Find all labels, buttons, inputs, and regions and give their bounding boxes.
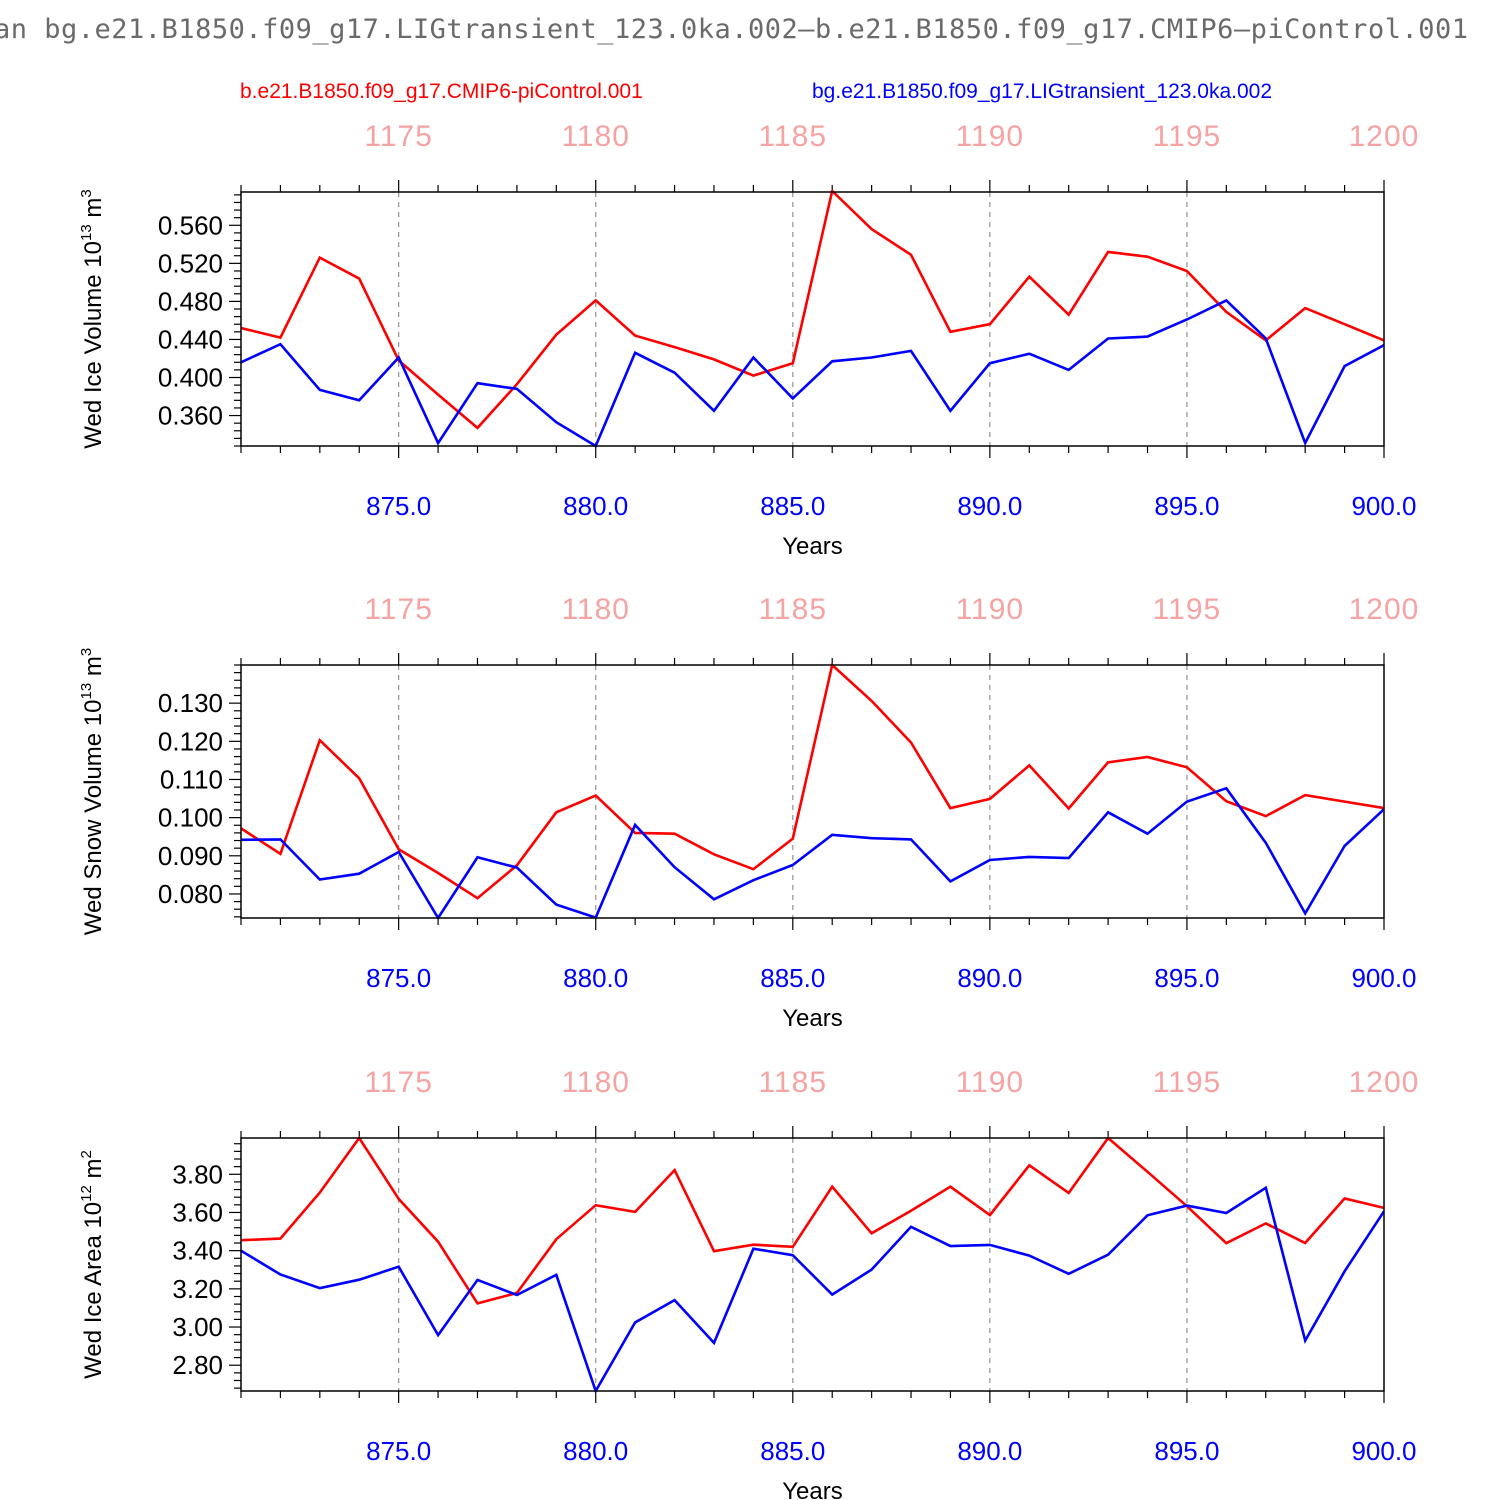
x-tick-label: 885.0: [760, 1436, 825, 1466]
x-tick-label: 885.0: [760, 963, 825, 993]
x-axis-label: Years: [782, 1005, 843, 1032]
y-tick-label: 3.40: [172, 1236, 223, 1266]
y-axis-label: Wed Snow Volume 1013 m3: [78, 648, 107, 935]
top-x-tick-label: 1185: [759, 120, 828, 153]
y-tick-label: 3.20: [172, 1274, 223, 1304]
series-line-transient: [241, 786, 1384, 920]
x-tick-label: 875.0: [366, 1436, 431, 1466]
y-tick-label: 0.120: [158, 726, 223, 756]
y-axis-label: Wed Ice Volume 1013 m3: [78, 189, 107, 448]
series-line-control: [241, 190, 1384, 430]
y-tick-label: 0.360: [158, 401, 223, 431]
series-line-transient: [241, 1185, 1384, 1393]
top-x-tick-label: 1195: [1153, 1066, 1222, 1099]
x-tick-label: 875.0: [366, 491, 431, 521]
y-tick-label: 0.440: [158, 324, 223, 354]
chart-panel-3: 2.80 3.00 3.20 3.40 3.60 3.80 875.0 880.0 885.0 8…: [78, 1066, 1420, 1500]
top-x-tick-label: 1200: [1349, 593, 1420, 626]
top-x-tick-label: 1185: [759, 593, 828, 626]
x-tick-label: 875.0: [366, 963, 431, 993]
y-tick-label: 3.60: [172, 1197, 223, 1227]
legend-transient-label: bg.e21.B1850.f09_g17.LIGtransient_123.0k…: [812, 80, 1273, 103]
top-x-tick-label: 1195: [1153, 120, 1222, 153]
y-tick-label: 0.520: [158, 248, 223, 278]
y-tick-label: 3.00: [172, 1312, 223, 1342]
y-tick-label: 0.480: [158, 286, 223, 316]
x-tick-label: 900.0: [1351, 491, 1416, 521]
top-x-tick-label: 1190: [956, 593, 1025, 626]
y-tick-label: 0.560: [158, 210, 223, 240]
x-tick-label: 900.0: [1351, 1436, 1416, 1466]
plot-frame: [240, 664, 1385, 919]
y-tick-label: 0.100: [158, 803, 223, 833]
x-tick-label: 895.0: [1154, 1436, 1219, 1466]
y-tick-label: 0.090: [158, 841, 223, 871]
y-tick-label: 2.80: [172, 1350, 223, 1380]
top-x-tick-label: 1200: [1349, 120, 1420, 153]
top-x-tick-label: 1175: [364, 593, 433, 626]
x-tick-label: 885.0: [760, 491, 825, 521]
top-x-tick-label: 1185: [759, 1066, 828, 1099]
top-x-tick-label: 1190: [956, 1066, 1025, 1099]
chart-panel-2: 0.080 0.090 0.100 0.110 0.120 0.130 875.0 880.0…: [78, 593, 1420, 1032]
top-x-tick-label: 1200: [1349, 1066, 1420, 1099]
x-tick-label: 895.0: [1154, 963, 1219, 993]
top-x-tick-label: 1180: [561, 1066, 630, 1099]
x-tick-label: 895.0: [1154, 491, 1219, 521]
x-axis-label: Years: [782, 533, 843, 560]
x-tick-label: 900.0: [1351, 963, 1416, 993]
top-x-tick-label: 1190: [956, 120, 1025, 153]
chart-panel-1: 0.360 0.400 0.440 0.480 0.520 0.560 875.0 880.0…: [78, 120, 1420, 560]
top-x-tick-label: 1195: [1153, 593, 1222, 626]
x-tick-label: 890.0: [957, 963, 1022, 993]
top-x-tick-label: 1180: [561, 593, 630, 626]
top-x-tick-label: 1180: [561, 120, 630, 153]
legend-control-label: b.e21.B1850.f09_g17.CMIP6-piControl.001: [240, 80, 643, 103]
x-tick-label: 890.0: [957, 1436, 1022, 1466]
figure-title: an bg.e21.B1850.f09_g17.LIGtransient_123…: [0, 14, 1469, 45]
x-tick-label: 880.0: [563, 963, 628, 993]
x-tick-label: 880.0: [563, 491, 628, 521]
x-tick-label: 890.0: [957, 491, 1022, 521]
top-x-tick-label: 1175: [364, 120, 433, 153]
y-tick-label: 0.080: [158, 879, 223, 909]
y-tick-label: 3.80: [172, 1159, 223, 1189]
y-tick-label: 0.130: [158, 688, 223, 718]
y-tick-label: 0.110: [160, 764, 223, 794]
series-line-control: [241, 1136, 1384, 1305]
x-axis-label: Years: [782, 1478, 843, 1500]
y-tick-label: 0.400: [158, 363, 223, 393]
top-x-tick-label: 1175: [364, 1066, 433, 1099]
series-line-control: [241, 663, 1384, 900]
x-tick-label: 880.0: [563, 1436, 628, 1466]
plot-frame: [240, 1137, 1385, 1392]
series-line-transient: [241, 298, 1384, 448]
plot-frame: [240, 191, 1385, 447]
y-axis-label: Wed Ice Area 1012 m2: [78, 1150, 107, 1379]
